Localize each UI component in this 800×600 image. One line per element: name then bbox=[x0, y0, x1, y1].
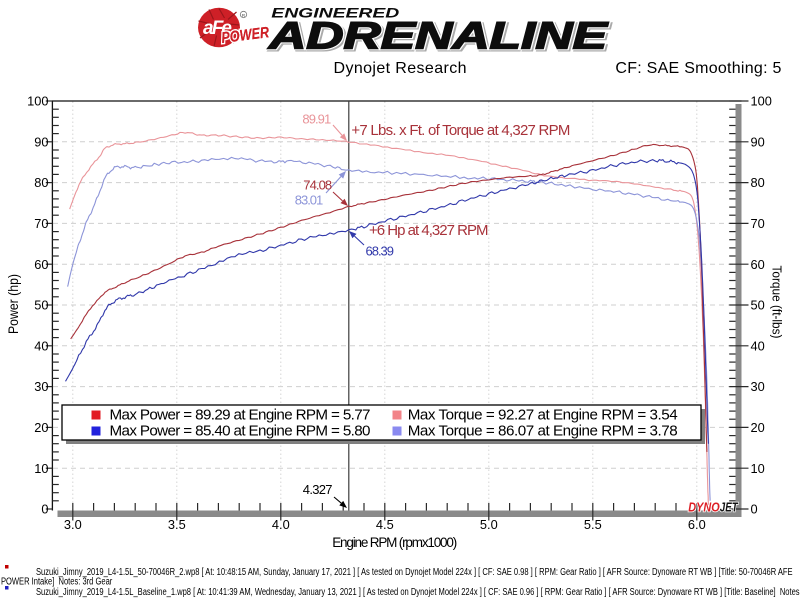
svg-text:Suzuki_Jimny_2019_L4-1.5L_Base: Suzuki_Jimny_2019_L4-1.5L_Baseline_1.wp8… bbox=[36, 586, 800, 597]
svg-text:Max Torque = 92.27 at Engine R: Max Torque = 92.27 at Engine RPM = 3.54 bbox=[408, 407, 678, 424]
svg-text:POWER: POWER bbox=[220, 24, 270, 47]
svg-text:Dynojet Research: Dynojet Research bbox=[334, 60, 467, 77]
svg-text:10: 10 bbox=[751, 461, 765, 476]
svg-text:Suzuki_Jimny_2019_L4-1.5L_50-7: Suzuki_Jimny_2019_L4-1.5L_50-70046R_2.wp… bbox=[36, 566, 793, 577]
svg-text:0: 0 bbox=[751, 502, 758, 517]
svg-text:10: 10 bbox=[34, 461, 48, 476]
svg-text:5.5: 5.5 bbox=[584, 517, 602, 532]
svg-text:40: 40 bbox=[34, 338, 48, 353]
svg-text:90: 90 bbox=[751, 134, 765, 149]
svg-text:POWER: POWER bbox=[220, 24, 270, 47]
svg-text:Torque (ft-lbs): Torque (ft-lbs) bbox=[770, 266, 785, 339]
svg-text:50: 50 bbox=[751, 298, 765, 313]
svg-text:20: 20 bbox=[751, 420, 765, 435]
svg-text:0: 0 bbox=[41, 502, 48, 517]
svg-text:3.5: 3.5 bbox=[168, 517, 186, 532]
svg-text:90: 90 bbox=[34, 134, 48, 149]
svg-text:74.08: 74.08 bbox=[303, 178, 332, 193]
svg-text:50: 50 bbox=[34, 298, 48, 313]
svg-text:30: 30 bbox=[751, 379, 765, 394]
svg-text:Power (hp): Power (hp) bbox=[6, 274, 21, 334]
svg-text:Max Power = 89.29 at Engine RP: Max Power = 89.29 at Engine RPM = 5.77 bbox=[110, 407, 371, 424]
svg-text:60: 60 bbox=[34, 257, 48, 272]
svg-text:ENGINEERED: ENGINEERED bbox=[271, 5, 399, 21]
svg-text:5.0: 5.0 bbox=[480, 517, 498, 532]
svg-text:+7 Lbs. x Ft. of Torque at 4,3: +7 Lbs. x Ft. of Torque at 4,327 RPM bbox=[351, 122, 570, 139]
svg-text:40: 40 bbox=[751, 338, 765, 353]
svg-text:30: 30 bbox=[34, 379, 48, 394]
svg-text:aFe: aFe bbox=[203, 18, 232, 39]
svg-text:Max Torque = 86.07 at Engine R: Max Torque = 86.07 at Engine RPM = 3.78 bbox=[408, 423, 678, 440]
svg-text:Max Power = 85.40 at Engine RP: Max Power = 85.40 at Engine RPM = 5.80 bbox=[110, 423, 371, 440]
svg-text:80: 80 bbox=[34, 175, 48, 190]
svg-text:ADRENALINE: ADRENALINE bbox=[268, 16, 610, 58]
svg-text:JET: JET bbox=[720, 501, 739, 514]
svg-text:83.01: 83.01 bbox=[295, 193, 323, 208]
svg-text:ADRENALINE: ADRENALINE bbox=[268, 16, 610, 58]
svg-text:3.0: 3.0 bbox=[64, 517, 82, 532]
svg-text:6.0: 6.0 bbox=[688, 517, 706, 532]
svg-text:CF: SAE Smoothing: 5: CF: SAE Smoothing: 5 bbox=[615, 60, 781, 77]
svg-text:4.5: 4.5 bbox=[376, 517, 394, 532]
svg-text:ADRENALINE: ADRENALINE bbox=[270, 17, 612, 59]
svg-text:4.327: 4.327 bbox=[303, 482, 333, 497]
svg-text:20: 20 bbox=[34, 420, 48, 435]
svg-text:89.91: 89.91 bbox=[302, 111, 331, 126]
svg-text:100: 100 bbox=[751, 94, 772, 109]
svg-text:70: 70 bbox=[751, 216, 765, 231]
svg-text:80: 80 bbox=[751, 175, 765, 190]
svg-text:POWER Intake] Notes: 3rd Gear: POWER Intake] Notes: 3rd Gear bbox=[1, 575, 112, 586]
svg-text:60: 60 bbox=[751, 257, 765, 272]
svg-text:70: 70 bbox=[34, 216, 48, 231]
svg-text:4.0: 4.0 bbox=[272, 517, 290, 532]
svg-text:100: 100 bbox=[27, 94, 48, 109]
svg-text:DYNO: DYNO bbox=[688, 501, 719, 515]
svg-text:R: R bbox=[242, 13, 246, 19]
svg-text:+6 Hp at 4,327 RPM: +6 Hp at 4,327 RPM bbox=[369, 222, 489, 239]
svg-text:68.39: 68.39 bbox=[366, 244, 395, 259]
svg-text:Engine RPM (rpmx1000): Engine RPM (rpmx1000) bbox=[332, 535, 457, 550]
